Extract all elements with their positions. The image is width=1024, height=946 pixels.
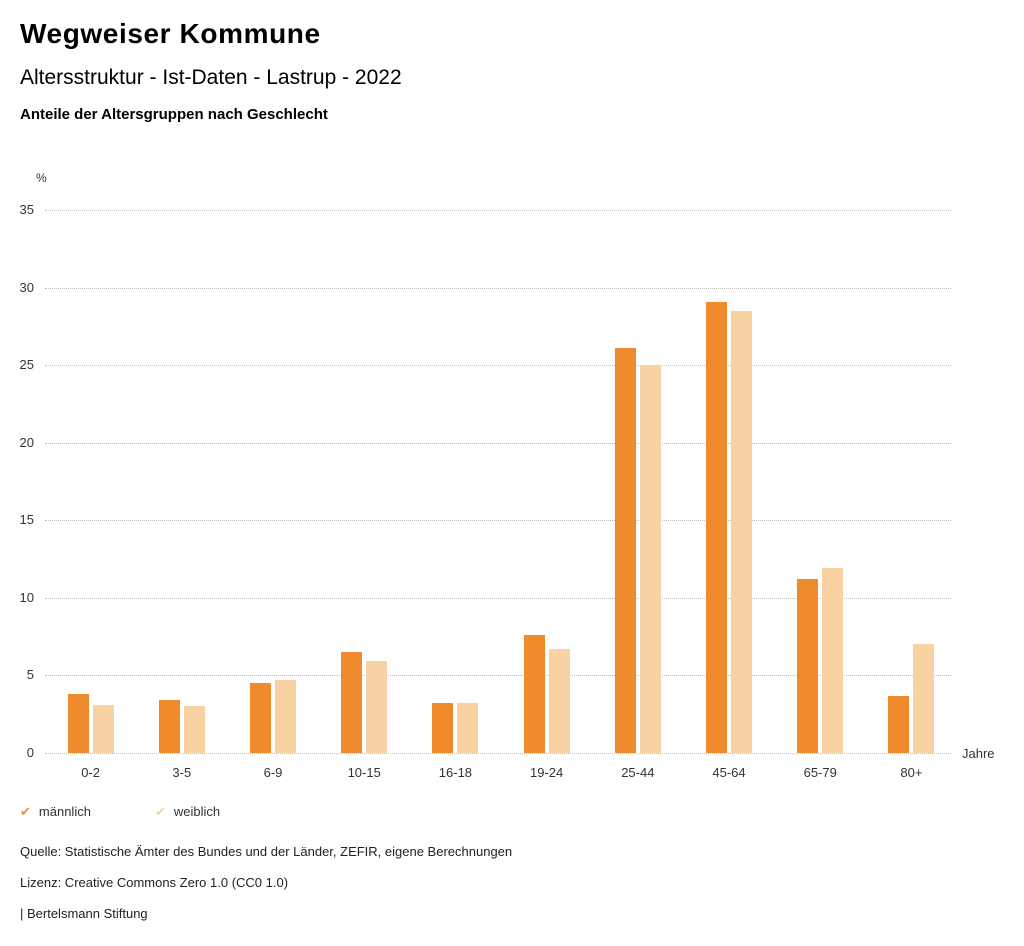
bar-männlich-80+ <box>888 695 910 753</box>
bar-männlich-6-9 <box>250 683 271 753</box>
y-axis: 0 5 10 15 20 25 30 35 <box>0 202 34 760</box>
bar-männlich-16-18 <box>432 703 454 753</box>
bar-group <box>501 210 592 753</box>
y-axis-unit-label: % <box>36 171 47 185</box>
x-tick-label: 65-79 <box>803 765 837 780</box>
bar-männlich-0-2 <box>67 694 89 753</box>
bars-layer <box>45 210 957 753</box>
gridline <box>45 210 951 211</box>
bar-männlich-3-5 <box>158 700 180 753</box>
gridline <box>45 597 951 599</box>
x-axis-title: Jahre <box>962 746 995 761</box>
x-tick-label: 16-18 <box>438 765 473 780</box>
y-tick-label: 5 <box>26 667 34 683</box>
x-tick-label: 6-9 <box>263 765 283 780</box>
bar-männlich-65-79 <box>797 579 819 753</box>
bar-group <box>136 210 227 753</box>
bar-group <box>592 210 683 753</box>
gridline <box>45 520 951 522</box>
y-tick-label: 0 <box>26 745 34 760</box>
x-tick-label: 45-64 <box>712 765 746 780</box>
legend-item-maennlich[interactable]: ✔ männlich <box>20 804 91 819</box>
chart-heading: Anteile der Altersgruppen nach Geschlech… <box>20 106 328 123</box>
x-axis: 0-2 3-5 6-9 10-15 16-18 19-24 25-44 45-64 65-79 8… <box>45 765 957 780</box>
source-text: Quelle: Statistische Ämter des Bundes un… <box>20 844 513 859</box>
gridline <box>45 287 951 289</box>
bar-group <box>45 210 136 753</box>
bar-weiblich-80+ <box>913 644 935 753</box>
page-subtitle: Altersstruktur - Ist-Daten - Lastrup - 2… <box>20 66 402 89</box>
y-tick-label: 25 <box>19 357 34 373</box>
attribution-text: | Bertelsmann Stiftung <box>20 906 148 921</box>
gridline <box>45 365 951 367</box>
bar-männlich-10-15 <box>341 652 363 753</box>
check-icon: ✔ <box>154 804 166 819</box>
x-tick-label: 19-24 <box>529 765 564 780</box>
y-tick-label: 20 <box>19 434 34 450</box>
x-tick-label: 0-2 <box>81 765 100 780</box>
bar-männlich-25-44 <box>614 348 636 753</box>
legend-label: männlich <box>38 804 91 819</box>
bar-group <box>775 210 866 753</box>
gridline <box>45 675 951 677</box>
x-tick-label: 25-44 <box>621 765 655 780</box>
legend-item-weiblich[interactable]: ✔ weiblich <box>155 804 220 819</box>
x-tick-label: 3-5 <box>172 765 192 780</box>
bar-weiblich-10-15 <box>366 661 388 753</box>
bar-weiblich-6-9 <box>275 680 296 753</box>
bar-group <box>319 210 410 753</box>
bar-group <box>410 210 501 753</box>
bar-weiblich-65-79 <box>822 568 844 753</box>
y-tick-label: 30 <box>19 279 34 295</box>
bar-group <box>683 210 774 753</box>
x-tick-label: 10-15 <box>347 765 381 780</box>
chart-legend: ✔ männlich ✔ weiblich <box>20 804 220 819</box>
y-tick-label: 10 <box>19 589 34 605</box>
chart-plot-area <box>45 210 957 754</box>
bar-männlich-19-24 <box>523 635 545 753</box>
bar-weiblich-0-2 <box>92 704 114 753</box>
bar-weiblich-3-5 <box>183 706 205 753</box>
legend-label: weiblich <box>173 804 221 819</box>
page-title: Wegweiser Kommune <box>20 18 321 49</box>
gridline <box>45 442 951 444</box>
y-tick-label: 15 <box>19 512 34 528</box>
x-tick-label: 80+ <box>900 765 923 780</box>
bar-group <box>227 210 318 753</box>
bar-weiblich-45-64 <box>731 310 753 753</box>
gridline <box>45 753 951 754</box>
y-tick-label: 35 <box>19 202 34 217</box>
bar-weiblich-16-18 <box>457 703 479 753</box>
check-icon: ✔ <box>20 804 31 819</box>
bar-männlich-45-64 <box>706 301 728 753</box>
license-text: Lizenz: Creative Commons Zero 1.0 (CC0 1… <box>20 875 289 890</box>
bar-weiblich-25-44 <box>639 365 661 753</box>
bar-group <box>866 210 957 753</box>
bar-weiblich-19-24 <box>548 649 570 753</box>
